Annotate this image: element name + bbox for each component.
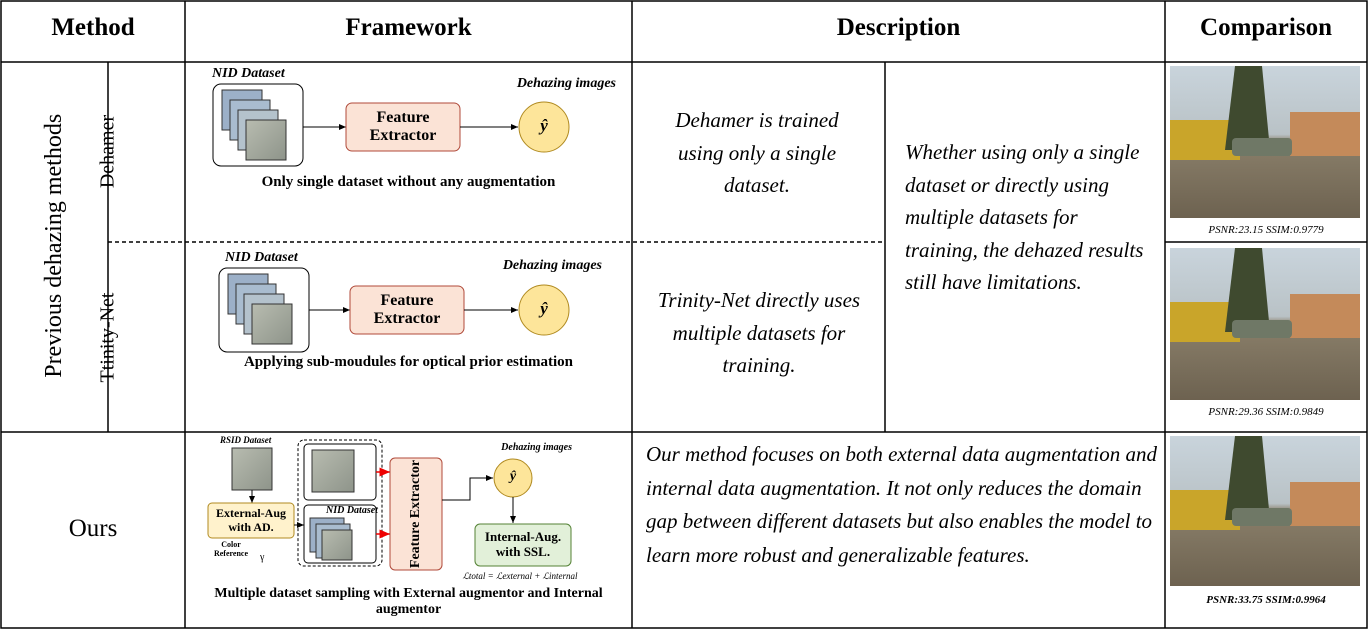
header: Method bbox=[51, 14, 135, 41]
gamma: γ bbox=[260, 552, 265, 563]
description: Our method focuses on both external data… bbox=[646, 442, 1157, 567]
framework-dehamer bbox=[212, 83, 570, 167]
framework-caption: Multiple dataset sampling with External … bbox=[214, 586, 603, 618]
framework-caption: Applying sub-moudules for optical prior … bbox=[243, 354, 574, 370]
output-label: Dehazing images bbox=[516, 76, 616, 91]
comparison-images bbox=[1170, 66, 1360, 586]
loss: ℒtotal = ℒexternal + ℒinternal bbox=[462, 571, 578, 581]
output-label: Dehazing images bbox=[501, 442, 572, 453]
description: Trinity-Net directly uses multiple datas… bbox=[657, 288, 861, 378]
dataset-label: NID Dataset bbox=[212, 66, 285, 81]
method-name: Dehamer bbox=[96, 114, 119, 189]
header: Description bbox=[836, 14, 961, 41]
color-reference: Color Reference bbox=[213, 540, 249, 559]
header: Framework bbox=[345, 14, 472, 41]
framework-caption: Only single dataset without any augmenta… bbox=[261, 174, 556, 190]
description: Dehamer is trained using only a single d… bbox=[675, 108, 839, 198]
description: Whether using only a single dataset or d… bbox=[905, 140, 1144, 295]
extractor-label: Feature Extractor bbox=[407, 459, 423, 569]
metrics: PSNR:33.75 SSIM:0.9964 bbox=[1206, 594, 1326, 606]
method-name: Ours bbox=[68, 515, 118, 542]
internal-aug-label: Internal-Aug. with SSL. bbox=[484, 529, 562, 559]
extractor-label: Feature Extractor bbox=[369, 108, 437, 144]
output-label: Dehazing images bbox=[502, 258, 602, 273]
header: Comparison bbox=[1200, 14, 1332, 41]
dataset-label: NID Dataset bbox=[225, 250, 298, 265]
metrics: PSNR:29.36 SSIM:0.9849 bbox=[1208, 406, 1324, 418]
framework-trinity bbox=[218, 267, 570, 353]
output-symbol: ŷ bbox=[540, 116, 548, 135]
extractor-label: Feature Extractor bbox=[373, 291, 441, 327]
output-symbol: ŷ bbox=[540, 299, 548, 318]
dataset-label: RSID Dataset bbox=[220, 435, 272, 445]
framework-ours bbox=[207, 439, 572, 571]
group-label: Previous dehazing methods bbox=[41, 113, 68, 378]
external-aug-label: External-Aug with AD. bbox=[216, 505, 286, 534]
dataset-label: NID Dataset bbox=[326, 505, 378, 516]
metrics: PSNR:23.15 SSIM:0.9779 bbox=[1208, 224, 1324, 236]
output-symbol: ŷ bbox=[509, 469, 517, 484]
method-name: Ttinity-Net bbox=[96, 292, 119, 383]
